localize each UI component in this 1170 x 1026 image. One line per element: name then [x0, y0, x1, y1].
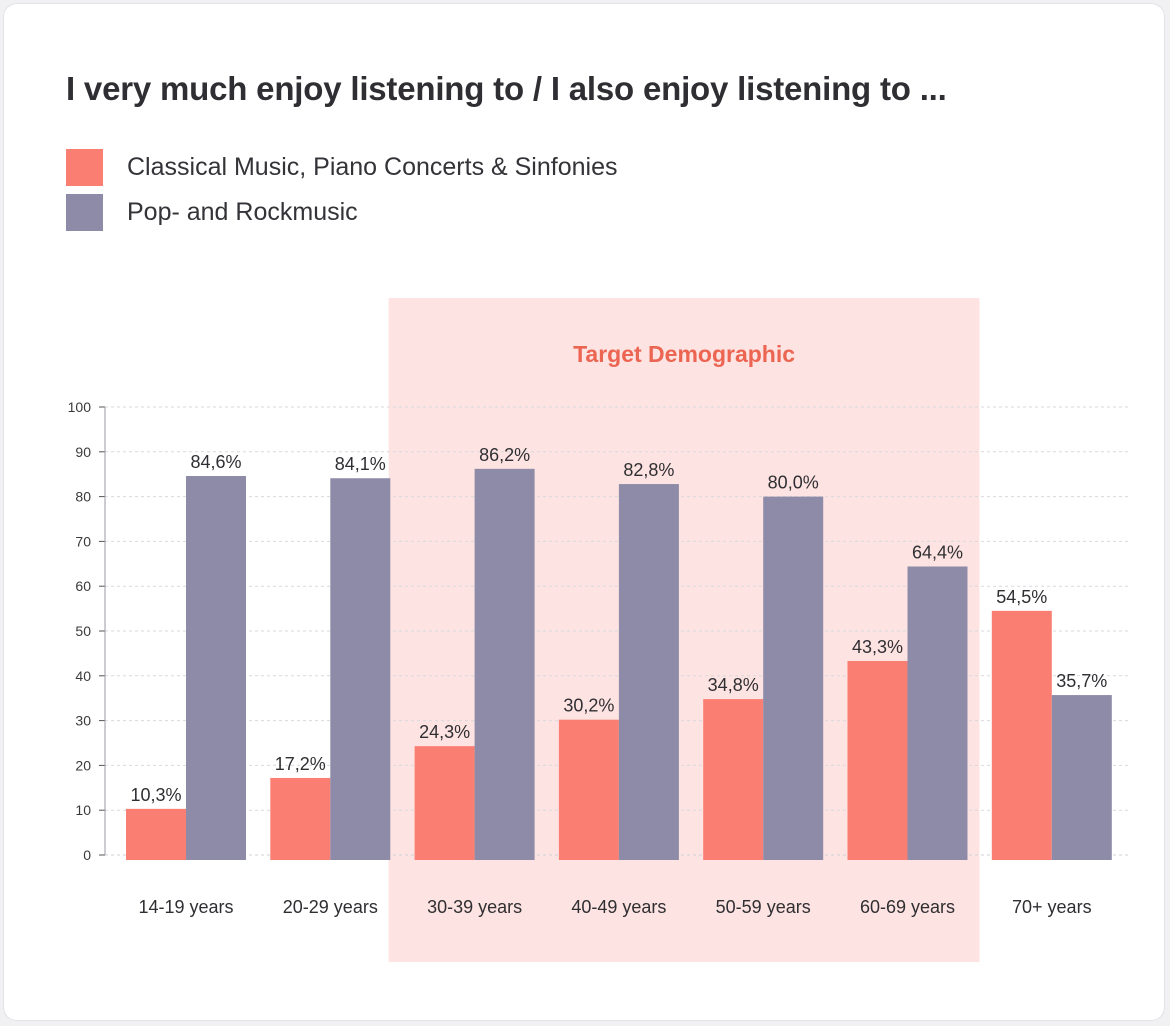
y-tick-label: 100 [68, 399, 92, 415]
bar-pop-rock [1051, 695, 1112, 860]
x-category-label: 70+ years [1012, 897, 1092, 917]
x-category-label: 50-59 years [716, 897, 811, 917]
legend-swatch-classical [66, 148, 103, 186]
data-label-pop-rock: 80,0% [768, 473, 819, 493]
y-tick-label: 0 [83, 847, 91, 863]
data-label-classical: 17,2% [275, 754, 326, 774]
data-label-pop-rock: 84,6% [190, 452, 241, 472]
y-tick-label: 60 [75, 578, 91, 594]
y-tick-label: 20 [75, 757, 91, 773]
data-label-pop-rock: 86,2% [479, 445, 530, 465]
data-label-classical: 24,3% [419, 722, 470, 742]
legend-label-classical: Classical Music, Piano Concerts & Sinfon… [127, 152, 618, 181]
y-tick-label: 70 [75, 533, 91, 549]
bar-classical [414, 746, 475, 860]
x-category-label: 40-49 years [571, 897, 666, 917]
bar-classical [703, 699, 764, 860]
y-tick-label: 40 [75, 668, 91, 684]
bar-pop-rock [330, 478, 391, 860]
data-label-classical: 54,5% [996, 587, 1047, 607]
bar-pop-rock [618, 484, 679, 860]
bar-classical [558, 719, 619, 860]
legend-label-pop-rock: Pop- and Rockmusic [127, 197, 358, 226]
y-tick-label: 50 [75, 623, 91, 639]
bar-pop-rock [763, 496, 824, 860]
y-tick-label: 80 [75, 489, 91, 505]
bar-pop-rock [474, 468, 535, 860]
data-label-classical: 30,2% [563, 696, 614, 716]
data-label-classical: 10,3% [130, 785, 181, 805]
data-label-pop-rock: 64,4% [912, 542, 963, 562]
bar-pop-rock [907, 566, 968, 860]
x-category-label: 30-39 years [427, 897, 522, 917]
x-category-label: 14-19 years [138, 897, 233, 917]
legend-item-classical: Classical Music, Piano Concerts & Sinfon… [66, 148, 618, 186]
chart-title: I very much enjoy listening to / I also … [66, 70, 947, 107]
target-demographic-label: Target Demographic [573, 341, 795, 367]
x-category-label: 20-29 years [283, 897, 378, 917]
bar-classical [847, 661, 908, 860]
data-label-pop-rock: 35,7% [1056, 671, 1107, 691]
data-label-classical: 43,3% [852, 637, 903, 657]
bar-classical [991, 610, 1052, 860]
legend-swatch-pop-rock [66, 193, 103, 231]
bar-classical [270, 777, 331, 860]
bar-pop-rock [186, 475, 246, 860]
data-label-pop-rock: 82,8% [623, 460, 674, 480]
data-label-classical: 34,8% [708, 675, 759, 695]
y-tick-label: 30 [75, 713, 91, 729]
y-tick-label: 90 [75, 444, 91, 460]
data-label-pop-rock: 84,1% [335, 454, 386, 474]
x-category-label: 60-69 years [860, 897, 955, 917]
y-tick-label: 10 [75, 802, 91, 818]
bar-classical [126, 808, 186, 860]
legend-item-pop-rock: Pop- and Rockmusic [66, 193, 358, 231]
